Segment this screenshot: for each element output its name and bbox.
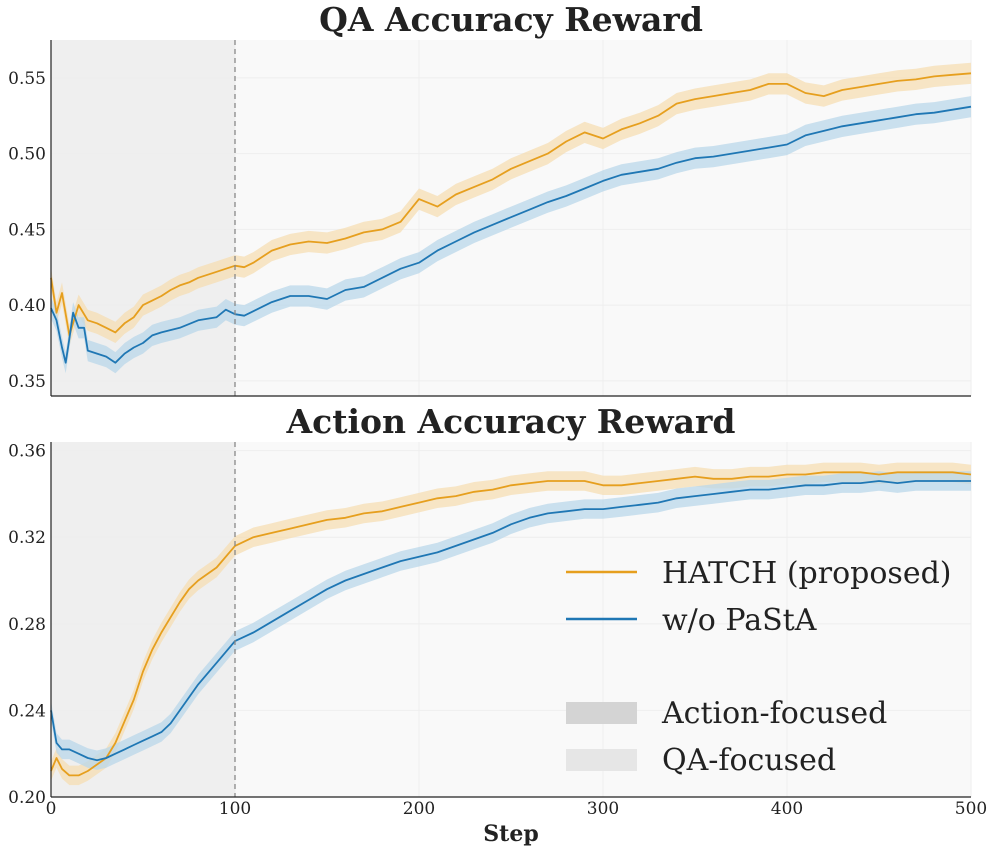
action-x-tick-label: 100 xyxy=(219,799,251,819)
qa-band-wo-pasta xyxy=(51,96,971,374)
action-line-hatch xyxy=(50,471,972,777)
qa-axes xyxy=(50,40,971,397)
qa-line-wo-pasta xyxy=(50,105,972,364)
action-x-tick-label: 500 xyxy=(955,799,987,819)
legend-swatch-action-focused xyxy=(566,702,637,724)
qa-y-tick-label: 0.50 xyxy=(8,145,46,165)
action-accuracy-panel: Action Accuracy Reward 0.200.240.280.320… xyxy=(8,402,987,847)
qa-y-tick-label: 0.40 xyxy=(8,296,46,316)
qa-panel-title: QA Accuracy Reward xyxy=(319,0,703,39)
action-y-tick-label: 0.24 xyxy=(8,701,46,721)
action-y-tick-label: 0.20 xyxy=(8,788,46,808)
action-x-tick-label: 300 xyxy=(587,799,619,819)
action-x-tick-label: 400 xyxy=(771,799,803,819)
qa-y-tick-label: 0.45 xyxy=(8,220,46,240)
action-x-tick-label: 200 xyxy=(403,799,435,819)
action-x-ticks: 0 100 200 300 400 500 xyxy=(46,799,988,819)
action-panel-title: Action Accuracy Reward xyxy=(286,402,736,441)
legend-label-wo-pasta: w/o PaStA xyxy=(662,603,817,638)
legend-swatch-qa-focused xyxy=(566,749,637,771)
qa-y-ticks: 0.35 0.40 0.45 0.50 0.55 xyxy=(8,69,46,392)
qa-series-lines xyxy=(50,72,972,364)
action-y-ticks: 0.20 0.24 0.28 0.32 0.36 xyxy=(8,442,46,808)
legend-label-qa-focused: QA-focused xyxy=(662,743,836,778)
x-axis-label: Step xyxy=(483,821,538,847)
action-series-lines xyxy=(50,471,972,777)
action-y-tick-label: 0.36 xyxy=(8,442,46,462)
legend-label-action-focused: Action-focused xyxy=(661,696,887,731)
qa-y-tick-label: 0.35 xyxy=(8,372,46,392)
qa-y-tick-label: 0.55 xyxy=(8,69,46,89)
action-y-tick-label: 0.32 xyxy=(8,528,46,548)
qa-band-hatch xyxy=(51,62,971,346)
legend-label-hatch: HATCH (proposed) xyxy=(662,556,951,591)
action-line-wo-pasta xyxy=(50,480,971,762)
qa-confidence-bands xyxy=(51,62,971,374)
legend: HATCH (proposed) w/o PaStA Action-focuse… xyxy=(566,556,951,778)
action-axes xyxy=(50,442,971,798)
action-x-tick-label: 0 xyxy=(46,799,57,819)
action-y-tick-label: 0.28 xyxy=(8,615,46,635)
qa-accuracy-panel: QA Accuracy Reward 0.35 0.40 0.45 0.50 0.55 xyxy=(8,0,972,397)
qa-line-hatch xyxy=(50,72,972,337)
